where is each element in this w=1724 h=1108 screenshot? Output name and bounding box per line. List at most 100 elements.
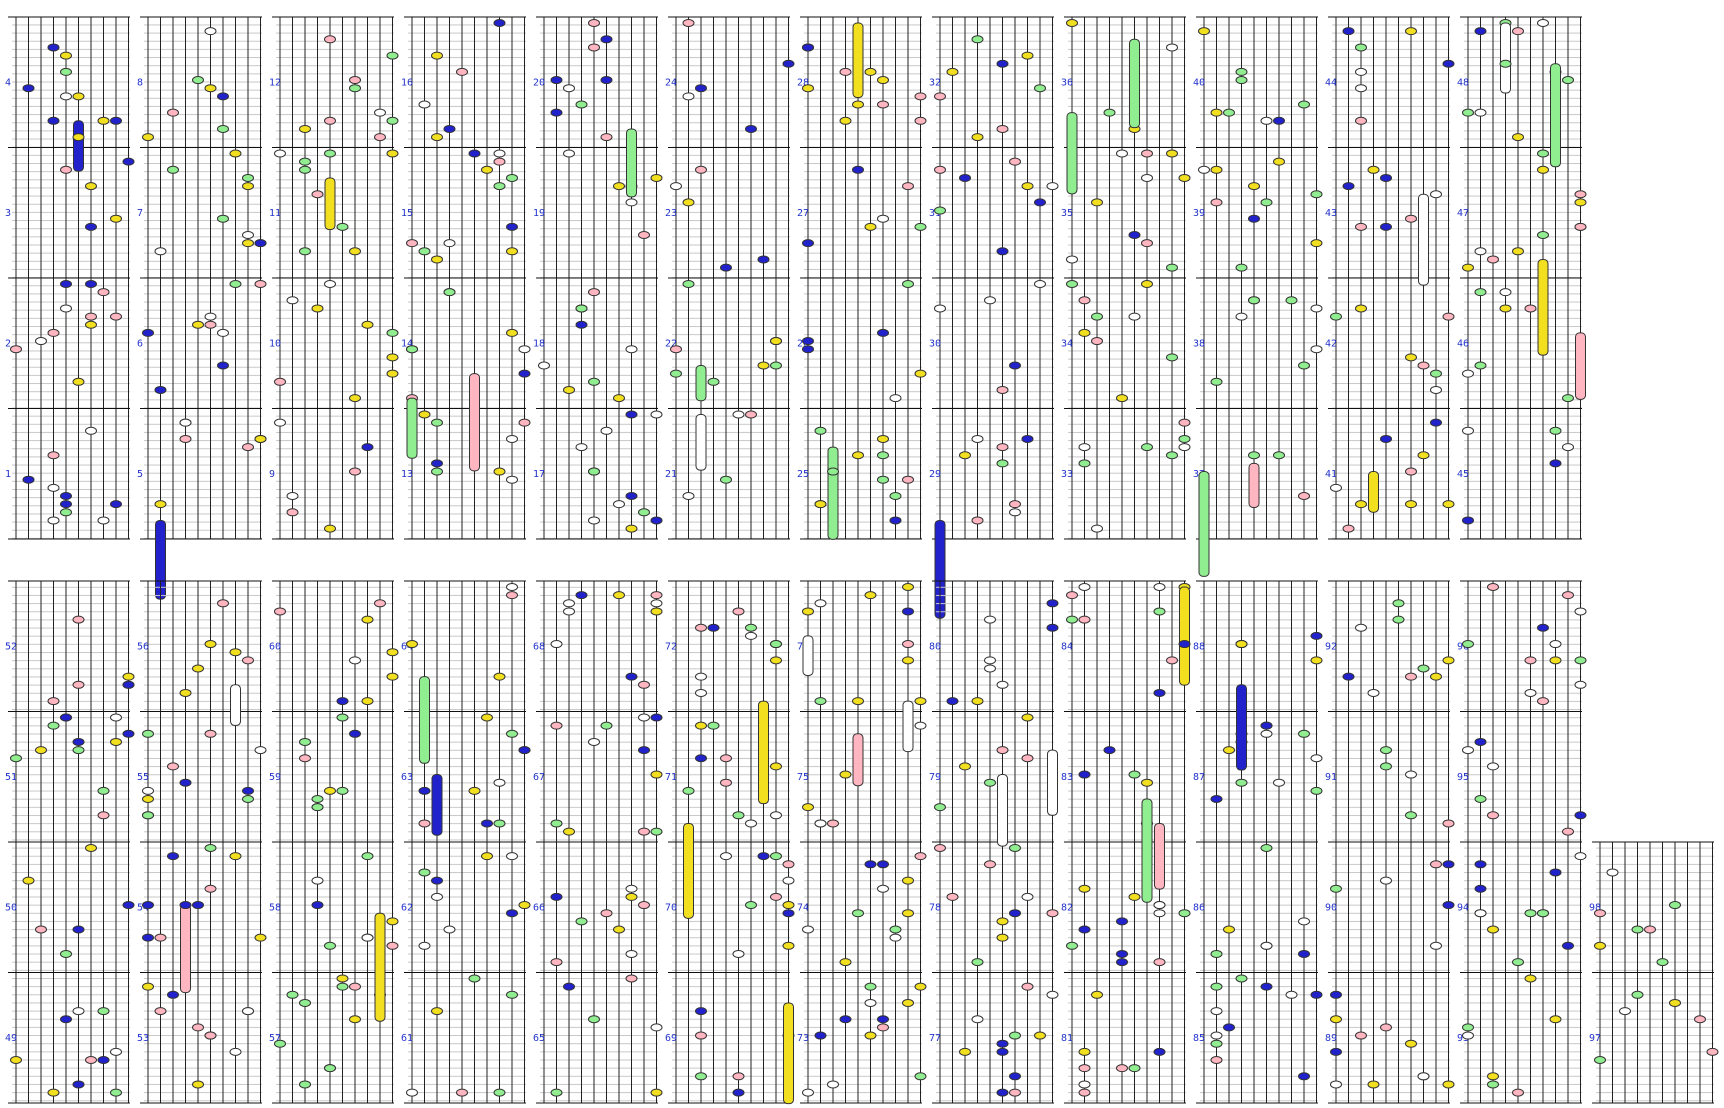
note xyxy=(192,76,204,85)
note-bar xyxy=(1141,798,1153,903)
note xyxy=(682,280,695,288)
note xyxy=(1594,941,1606,950)
note xyxy=(1474,247,1487,256)
note xyxy=(361,697,374,706)
note xyxy=(1153,1047,1166,1056)
note xyxy=(154,500,167,509)
note xyxy=(1210,1039,1223,1048)
note xyxy=(563,599,575,608)
note xyxy=(1310,190,1323,199)
note xyxy=(1330,312,1342,321)
note xyxy=(1141,173,1153,182)
note xyxy=(1166,656,1178,665)
note xyxy=(782,909,795,918)
note xyxy=(110,214,122,223)
note xyxy=(914,369,927,378)
note xyxy=(311,876,324,885)
note xyxy=(1141,443,1153,452)
note xyxy=(638,231,650,239)
note xyxy=(1330,1080,1342,1089)
measure-number: 80 xyxy=(929,641,941,652)
note xyxy=(682,492,695,500)
note xyxy=(349,394,361,403)
note xyxy=(852,697,864,706)
note xyxy=(72,1080,85,1089)
note xyxy=(695,721,707,730)
note xyxy=(336,982,349,991)
note xyxy=(1223,925,1235,934)
note xyxy=(418,786,431,795)
note xyxy=(142,786,154,795)
note xyxy=(154,385,167,394)
note xyxy=(418,819,431,828)
note xyxy=(802,925,814,934)
note xyxy=(192,901,204,910)
note xyxy=(406,239,418,248)
measure-number: 1 xyxy=(5,469,11,480)
note xyxy=(1116,958,1128,967)
measure-number: 31 xyxy=(929,208,941,219)
note xyxy=(1298,100,1310,109)
note xyxy=(1298,949,1310,958)
note xyxy=(374,108,386,117)
note xyxy=(336,974,349,983)
note xyxy=(1669,901,1681,910)
note xyxy=(732,410,745,419)
note xyxy=(204,320,217,329)
note xyxy=(1210,165,1223,174)
note xyxy=(996,1088,1009,1097)
note xyxy=(217,599,229,608)
note xyxy=(1235,263,1248,272)
note xyxy=(889,925,902,934)
note xyxy=(406,640,418,649)
note xyxy=(142,328,154,337)
note xyxy=(85,844,97,852)
note xyxy=(682,92,695,101)
note xyxy=(10,1056,22,1064)
note xyxy=(493,149,506,158)
note xyxy=(1537,165,1549,174)
note xyxy=(1153,688,1166,697)
measure-number: 46 xyxy=(1457,338,1469,349)
note xyxy=(1355,623,1367,632)
measure-number: 65 xyxy=(533,1033,545,1044)
measure-number: 19 xyxy=(533,208,545,219)
note xyxy=(1487,1080,1499,1089)
note xyxy=(122,729,135,738)
measure-number: 17 xyxy=(533,469,545,480)
note xyxy=(506,990,518,999)
note xyxy=(1442,901,1455,910)
note xyxy=(550,76,563,85)
note xyxy=(167,165,179,174)
note xyxy=(1178,434,1191,443)
measure-number: 85 xyxy=(1193,1033,1205,1044)
note xyxy=(386,648,399,657)
note xyxy=(1524,974,1537,983)
note xyxy=(670,369,682,378)
measure-number: 16 xyxy=(401,77,413,88)
note-bar xyxy=(1179,586,1190,686)
measure-number: 39 xyxy=(1193,208,1205,219)
note xyxy=(1034,280,1046,288)
note xyxy=(1380,222,1392,231)
note xyxy=(1285,296,1298,305)
note xyxy=(443,239,456,248)
note xyxy=(72,925,85,934)
note xyxy=(802,1088,814,1097)
note xyxy=(814,1031,827,1040)
note xyxy=(959,451,971,460)
note xyxy=(431,892,443,901)
note xyxy=(770,361,782,370)
measure-number: 79 xyxy=(929,772,941,783)
note xyxy=(97,516,110,525)
measure-number: 51 xyxy=(5,772,17,783)
note xyxy=(1091,337,1103,346)
note xyxy=(22,84,35,93)
note xyxy=(217,361,229,370)
note xyxy=(971,35,984,44)
note xyxy=(695,84,707,93)
note xyxy=(814,819,827,828)
measure-number: 86 xyxy=(1193,902,1205,913)
note xyxy=(1078,1047,1091,1056)
note xyxy=(311,795,324,803)
